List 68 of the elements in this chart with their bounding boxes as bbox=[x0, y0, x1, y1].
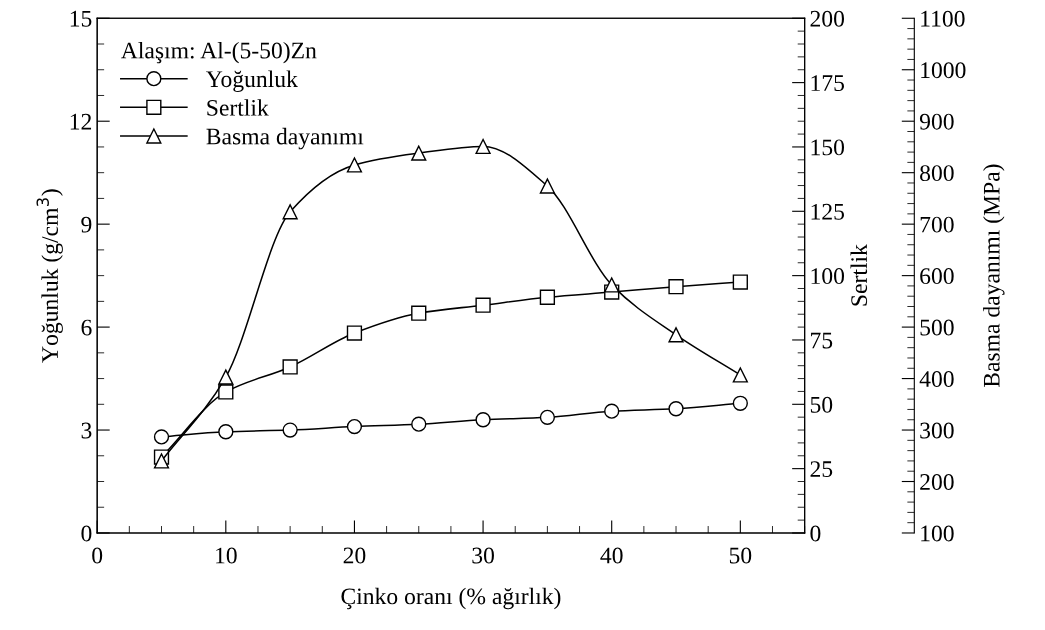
point bbox=[282, 204, 298, 220]
y-tick-label: 12 bbox=[70, 113, 92, 130]
legend-label: Basma dayanımı bbox=[206, 127, 364, 150]
x-tick-label: 0 bbox=[92, 547, 103, 564]
y3-tick-label: 600 bbox=[920, 268, 954, 285]
point bbox=[346, 157, 363, 173]
point bbox=[346, 418, 363, 435]
point bbox=[732, 395, 748, 411]
y3-tick-label: 1000 bbox=[921, 62, 966, 79]
point bbox=[604, 403, 620, 419]
y3-tick-label: 400 bbox=[919, 371, 954, 387]
y2-tick-label: 125 bbox=[811, 203, 845, 220]
y-axis-title: Yoğunluk (g/cm$^{3}$) bbox=[36, 189, 63, 363]
point bbox=[668, 401, 684, 417]
y2-tick-label: 175 bbox=[811, 75, 845, 92]
point bbox=[218, 424, 234, 440]
point bbox=[411, 305, 427, 321]
point bbox=[346, 325, 363, 341]
legend-title: Alaşım: Al-(5-50)Zn bbox=[121, 41, 317, 64]
point bbox=[732, 274, 748, 290]
y2-tick-label: 150 bbox=[811, 139, 845, 156]
point bbox=[668, 279, 684, 295]
y3-axis-title: Basma dayanımı (MPa) bbox=[983, 164, 1005, 388]
point bbox=[539, 178, 556, 194]
point bbox=[604, 277, 620, 293]
point bbox=[282, 422, 298, 438]
point bbox=[475, 138, 491, 155]
y3-tick-label: 900 bbox=[919, 113, 954, 130]
point bbox=[475, 412, 491, 428]
y2-axis-title: Sertlik bbox=[850, 244, 868, 306]
x-tick-label: 50 bbox=[729, 547, 752, 564]
y-tick-label: 9 bbox=[81, 216, 92, 233]
point bbox=[668, 327, 684, 343]
y3-tick-label: 700 bbox=[920, 216, 954, 233]
x-tick-label: 30 bbox=[472, 547, 494, 564]
y-tick-label: 6 bbox=[81, 319, 92, 336]
point bbox=[153, 453, 170, 469]
y2-tick-label: 50 bbox=[810, 396, 833, 413]
y3-tick-label: 500 bbox=[920, 319, 954, 336]
point bbox=[218, 384, 234, 400]
x-axis-title: Çinko oranı (% ağırlık) bbox=[341, 587, 561, 610]
legend-label: Yoğunluk bbox=[206, 70, 298, 92]
y2-tick-label: 200 bbox=[810, 10, 845, 27]
y2-tick-label: 0 bbox=[810, 525, 821, 542]
point bbox=[282, 359, 298, 375]
y-tick-label: 3 bbox=[81, 422, 92, 439]
point bbox=[153, 429, 170, 445]
point bbox=[539, 289, 556, 305]
point bbox=[539, 409, 556, 425]
y2-tick-label: 100 bbox=[811, 268, 845, 285]
y-tick-label: 0 bbox=[81, 525, 92, 542]
y3-tick-label: 100 bbox=[921, 525, 954, 542]
y3-tick-label: 800 bbox=[920, 165, 954, 182]
point bbox=[475, 297, 491, 313]
y3-tick-label: 200 bbox=[920, 474, 954, 490]
y2-tick-label: 25 bbox=[810, 461, 833, 478]
point bbox=[411, 416, 427, 432]
point bbox=[218, 369, 234, 385]
y3-tick-label: 1100 bbox=[921, 10, 965, 27]
legend-label: Sertlik bbox=[207, 99, 269, 116]
x-tick-label: 20 bbox=[343, 547, 366, 564]
point bbox=[411, 145, 427, 161]
point bbox=[732, 367, 748, 383]
x-tick-label: 40 bbox=[600, 547, 623, 564]
y3-tick-label: 300 bbox=[920, 422, 954, 439]
y-tick-label: 15 bbox=[70, 10, 92, 27]
y2-tick-label: 75 bbox=[811, 332, 833, 349]
x-tick-label: 10 bbox=[216, 547, 237, 564]
